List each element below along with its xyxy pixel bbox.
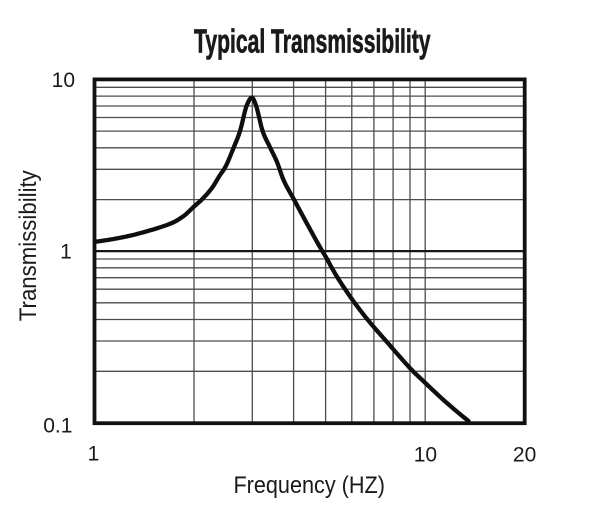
svg-text:1: 1 [88, 442, 100, 465]
svg-text:Typical Transmissibility: Typical Transmissibility [194, 23, 431, 60]
svg-text:0.1: 0.1 [43, 414, 72, 437]
svg-text:Transmissibility: Transmissibility [16, 170, 42, 321]
svg-text:10: 10 [414, 443, 437, 466]
svg-text:10: 10 [52, 69, 75, 92]
svg-text:20: 20 [513, 443, 536, 466]
svg-text:1: 1 [60, 240, 72, 263]
svg-text:Frequency (HZ): Frequency (HZ) [233, 473, 385, 499]
